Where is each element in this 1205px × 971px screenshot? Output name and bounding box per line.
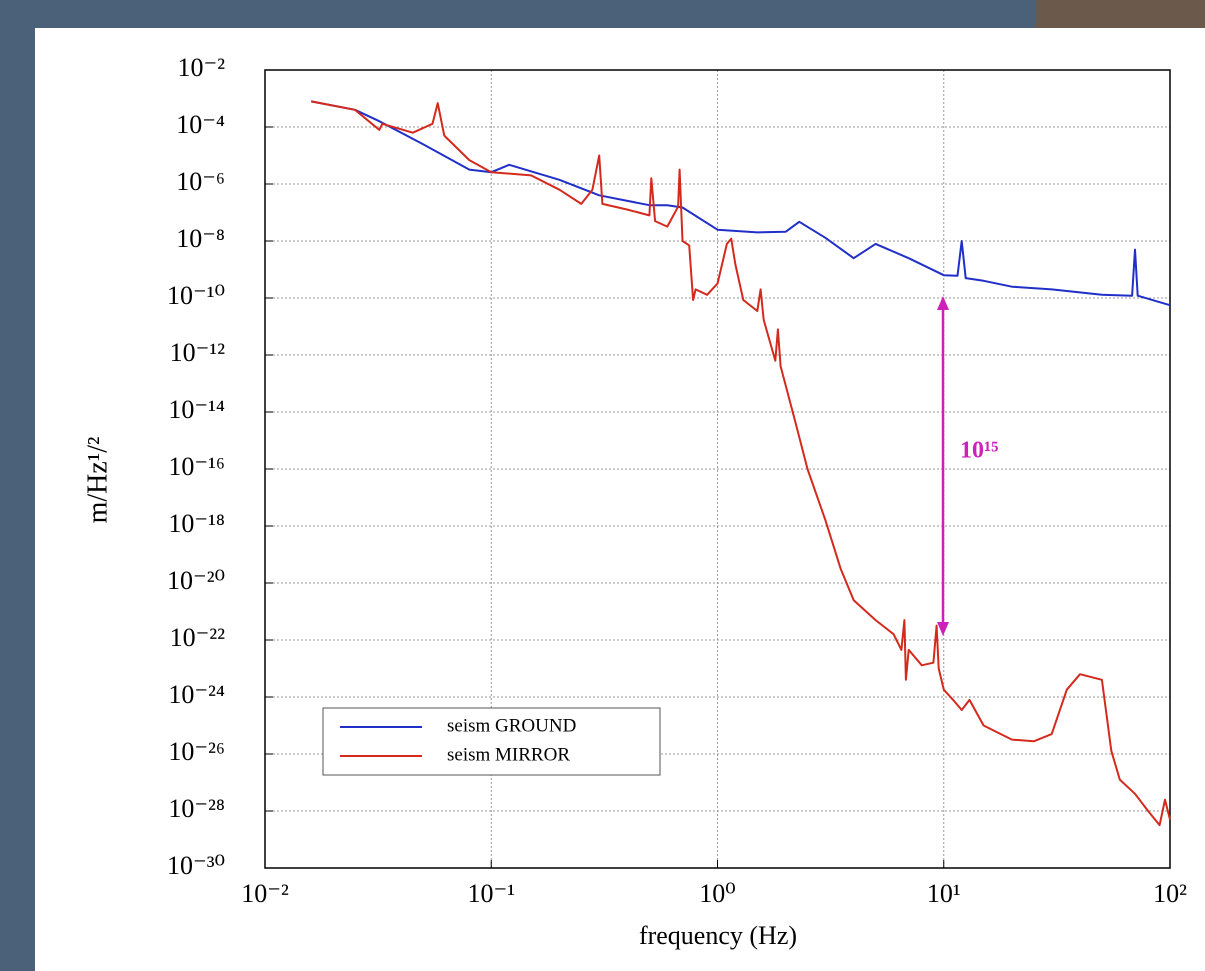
y-axis-label: m/Hz¹/² <box>82 437 113 524</box>
y-tick-label: 10⁻¹⁸ <box>168 509 225 538</box>
y-tick-label: 10⁻⁴ <box>176 110 225 139</box>
x-tick-label: 10⁰ <box>699 879 735 908</box>
y-tick-label: 10⁻²² <box>170 623 226 652</box>
y-tick-label: 10⁻⁶ <box>176 167 225 196</box>
arrow-head <box>937 622 949 636</box>
y-tick-label: 10⁻¹⁰ <box>167 281 225 310</box>
y-tick-label: 10⁻² <box>177 53 225 82</box>
y-tick-label: 10⁻¹⁶ <box>168 452 225 481</box>
y-tick-label: 10⁻²⁸ <box>168 794 225 823</box>
x-tick-label: 10⁻¹ <box>467 879 515 908</box>
y-tick-label: 10⁻¹² <box>170 338 226 367</box>
y-tick-label: 10⁻²⁶ <box>168 737 225 766</box>
legend-label: seism MIRROR <box>447 744 570 765</box>
legend-label: seism GROUND <box>447 715 576 736</box>
grid <box>264 69 1171 869</box>
y-tick-label: 10⁻²⁰ <box>167 566 225 595</box>
x-axis-label: frequency (Hz) <box>639 921 797 950</box>
y-tick-label: 10⁻²⁴ <box>168 680 225 709</box>
y-tick-label: 10⁻¹⁴ <box>168 395 225 424</box>
annotation: 10¹⁵ <box>960 438 998 464</box>
lines <box>311 100 1171 827</box>
x-tick-label: 10⁻² <box>241 879 289 908</box>
series-line <box>311 100 1171 827</box>
y-tick-label: 10⁻³⁰ <box>167 851 225 880</box>
x-tick-label: 10¹ <box>927 879 961 908</box>
y-tick-label: 10⁻⁸ <box>176 224 225 253</box>
photo-fragment <box>1035 0 1205 28</box>
panel <box>35 28 1205 971</box>
series-line <box>311 100 1171 307</box>
arrow-head <box>937 296 949 310</box>
x-tick-label: 10² <box>1153 879 1187 908</box>
legend <box>322 707 661 776</box>
